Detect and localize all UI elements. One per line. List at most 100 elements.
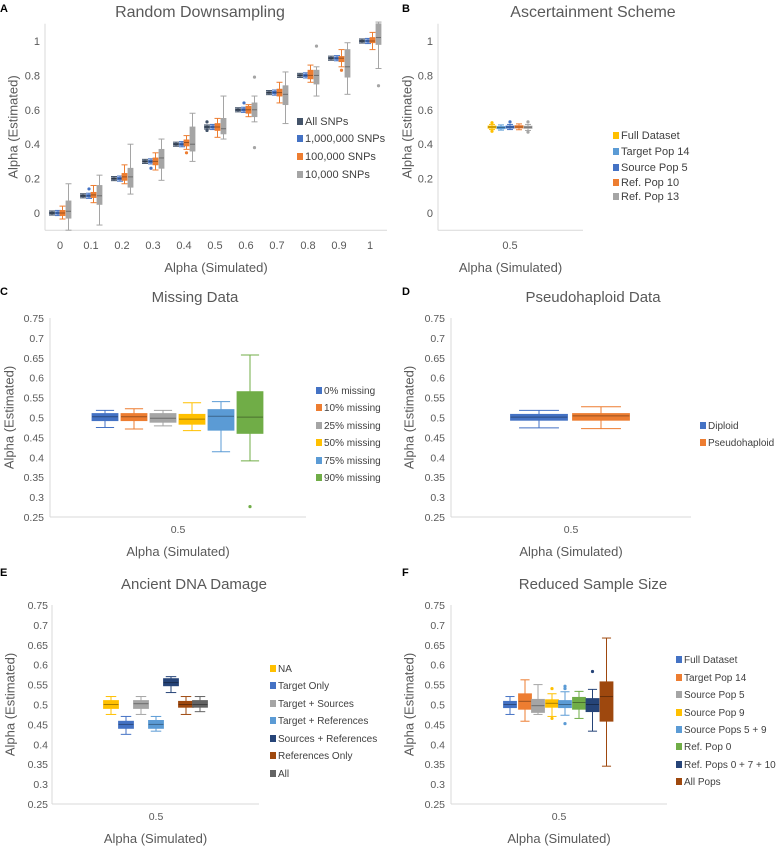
box-plot [149, 409, 177, 427]
box [118, 720, 134, 729]
legend-item: 50% missing [316, 438, 381, 449]
box [189, 126, 196, 152]
box-plot [344, 42, 351, 95]
legend-item: Full Dataset [613, 130, 680, 142]
box [599, 681, 614, 722]
legend-item: Sources + References [270, 734, 377, 745]
legend-label: Source Pop 5 [621, 162, 688, 174]
box-plot [369, 31, 376, 51]
y-axis-title: Alpha (Estimated) [2, 653, 17, 756]
box [245, 105, 252, 114]
y-tick-label: 0.5 [33, 700, 48, 712]
series-3 [545, 686, 559, 721]
legend-label: 90% missing [324, 473, 381, 484]
x-tick-label: 0.5 [149, 811, 164, 823]
box-plot [80, 193, 86, 199]
box [510, 413, 568, 421]
chart-title: Ascertainment Scheme [510, 4, 676, 21]
legend-swatch [316, 474, 322, 481]
box-plot [572, 406, 630, 430]
box-plot [148, 715, 164, 732]
y-tick-label: 0.55 [425, 680, 446, 692]
box [142, 160, 148, 163]
y-tick-label: 1 [427, 36, 433, 48]
outlier-point [550, 686, 554, 691]
box [111, 177, 117, 180]
series-3 [65, 21, 382, 231]
legend-label: Source Pop 9 [684, 708, 745, 719]
y-tick-label: 0.55 [28, 680, 49, 692]
legend-label: References Only [278, 751, 352, 762]
y-axis-title: Alpha (Estimated) [399, 75, 414, 178]
series-0 [49, 38, 365, 216]
x-tick-label: 0.5 [171, 524, 186, 536]
x-tick-label: 0.8 [300, 240, 315, 252]
legend-label: 100,000 SNPs [305, 151, 376, 163]
y-axis-title: Alpha (Estimated) [401, 653, 416, 756]
box-plot [133, 696, 149, 715]
legend-label: All [278, 769, 289, 780]
y-tick-label: 1 [34, 36, 40, 48]
series-4 [163, 676, 179, 694]
box [80, 194, 86, 198]
legend-label: Full Dataset [621, 130, 680, 142]
legend-label: 1,000,000 SNPs [305, 133, 386, 145]
outlier-point [314, 44, 319, 48]
y-tick-label: 0 [34, 208, 40, 220]
legend-item: NA [270, 664, 292, 675]
series-2 [59, 31, 376, 220]
box-plot [523, 120, 533, 134]
chart-title: Ancient DNA Damage [121, 576, 267, 593]
series-6 [585, 669, 600, 732]
box-plot [245, 104, 252, 118]
box-plot [158, 138, 165, 181]
box-plot [585, 669, 600, 732]
legend-swatch [316, 404, 322, 411]
legend-swatch [676, 743, 682, 750]
legend-swatch [270, 665, 276, 672]
box [173, 142, 179, 146]
legend-swatch [700, 439, 706, 446]
legend-label: Target + Sources [278, 699, 354, 710]
box [220, 118, 227, 135]
legend-label: Ref. Pop 13 [621, 191, 679, 203]
box [65, 200, 72, 219]
legend-item: Ref. Pop 0 [676, 742, 732, 753]
box-plot [142, 158, 148, 164]
box-plot [518, 679, 532, 722]
y-tick-label: 0.7 [430, 620, 445, 632]
legend-item: All SNPs [297, 116, 349, 128]
x-tick-label: 0.5 [552, 811, 567, 823]
series-3 [514, 123, 524, 131]
box [127, 167, 134, 188]
box [531, 698, 545, 713]
box [121, 173, 128, 181]
y-tick-label: 0.4 [29, 452, 44, 464]
y-tick-label: 0.6 [25, 105, 40, 117]
y-tick-label: 0.3 [430, 779, 445, 791]
legend-item: All Pops [676, 777, 721, 788]
y-axis-title: Alpha (Estimated) [401, 366, 416, 469]
box [266, 91, 272, 94]
outlier-point [563, 722, 567, 726]
panel-label: A [0, 3, 8, 15]
series-0 [103, 696, 119, 715]
x-tick-label: 0 [57, 240, 63, 252]
legend-label: Target Pop 14 [621, 146, 690, 158]
y-tick-label: 0.6 [430, 660, 445, 672]
box [572, 413, 630, 421]
y-tick-label: 0.8 [418, 70, 433, 82]
box-plot [307, 64, 314, 83]
box-plot [96, 174, 103, 226]
box-plot [127, 143, 134, 195]
y-tick-label: 0.7 [33, 620, 48, 632]
legend-item: Ref. Pop 10 [613, 177, 679, 189]
legend-item: 90% missing [316, 473, 381, 484]
legend-swatch [297, 171, 303, 178]
legend-item: Target + Sources [270, 699, 354, 710]
box [214, 123, 221, 131]
legend-label: Source Pop 5 [684, 690, 745, 701]
box [91, 413, 119, 422]
box-plot [103, 696, 119, 715]
y-tick-label: 0.75 [28, 600, 49, 612]
